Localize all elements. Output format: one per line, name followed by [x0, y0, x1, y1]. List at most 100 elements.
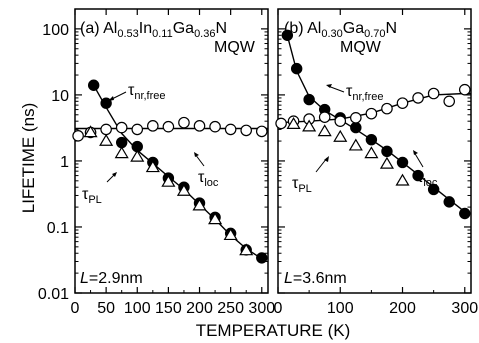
- panel-a-arrowhead-loc: [194, 152, 199, 157]
- panel-a-point-loc: [131, 123, 144, 136]
- panel-a-point-loc: [224, 123, 237, 136]
- panel-b-point-loc: [365, 107, 378, 120]
- panel-a-point-nr-free: [256, 252, 268, 264]
- panel-a-point-pl: [239, 243, 254, 256]
- panel-a-point-pl: [176, 183, 192, 196]
- y-tick-label: 0.1: [47, 220, 69, 237]
- panel-b-x-tick-label: 0: [274, 300, 283, 317]
- panel-b-x-tick-label: 200: [389, 300, 416, 317]
- panel-a-point-nr-free: [115, 136, 128, 149]
- panel-a-x-tick-label: 200: [186, 300, 213, 317]
- panel-a-point-pl: [99, 133, 114, 146]
- panel-a-title: (a) Al0.53In0.11Ga0.36N: [80, 20, 227, 40]
- panel-a-point-pl: [161, 174, 176, 187]
- panel-b-label-nr-free: τnr,free: [346, 83, 384, 103]
- panel-b-point-nr-free: [303, 93, 315, 106]
- panel-a-point-loc: [255, 125, 268, 138]
- panel-b-label-pl: τPL: [292, 175, 312, 195]
- panel-b-x-tick-label: 100: [327, 300, 354, 317]
- panel-b-label-loc: τloc: [417, 169, 438, 189]
- panel-b-point-pl: [286, 117, 301, 130]
- x-axis-title: TEMPERATURE (K): [196, 321, 351, 340]
- panel-b-frame: [277, 8, 472, 294]
- panel-b-point-pl: [395, 173, 410, 186]
- panel-a-x-tick-label: 50: [97, 300, 115, 317]
- panel-b-point-nr-free: [443, 196, 455, 208]
- panel-a-point-loc: [147, 120, 159, 132]
- panel-b-arrowhead-nr-free: [326, 84, 332, 88]
- panel-b-title: (b) Al0.30Ga0.70N: [284, 20, 397, 40]
- panel-a-arrowhead-pl: [112, 172, 117, 177]
- panel-a-point-loc: [72, 130, 84, 142]
- panel-b: 0 100 200 300 (b) Al0.30Ga0.70N MQW τnr,fre…: [274, 8, 478, 317]
- y-tick-label: 1: [60, 154, 69, 171]
- panel-b-arrowhead-loc: [413, 150, 418, 155]
- panel-b-arrow-nr-free: [327, 85, 345, 93]
- panel-a-point-pl: [208, 212, 223, 225]
- panel-b-point-pl: [302, 119, 317, 132]
- panel-a-point-loc: [193, 120, 206, 132]
- panel-a-title-line2: MQW: [214, 39, 256, 56]
- panel-b-x-tick-label: 300: [451, 300, 478, 317]
- panel-a-well-width: L=2.9nm: [80, 270, 143, 287]
- panel-b-point-pl: [379, 156, 395, 169]
- panel-b-point-nr-free: [350, 121, 362, 134]
- panel-b-title-line2: MQW: [340, 39, 382, 56]
- panel-b-point-pl: [317, 124, 332, 137]
- panel-a-x-tick-label: 100: [124, 300, 151, 317]
- panel-b-fit-nr-free: [286, 35, 466, 213]
- y-tick-label: 0.01: [38, 286, 69, 303]
- y-tick-label: 100: [42, 22, 69, 39]
- panel-b-point-loc: [396, 97, 409, 109]
- panel-a-x-tick-label: 250: [217, 300, 244, 317]
- panel-a-point-loc: [162, 120, 175, 133]
- panel-b-point-loc: [350, 112, 362, 124]
- y-tick-label: 10: [51, 88, 69, 105]
- panel-b-point-loc: [334, 115, 347, 127]
- panel-b-point-loc: [318, 111, 331, 123]
- panel-b-point-loc: [443, 95, 456, 108]
- panel-a-label-loc: τloc: [198, 169, 219, 189]
- panel-a-point-loc: [178, 116, 190, 129]
- panel-a-point-pl: [145, 160, 160, 173]
- panel-b-point-nr-free: [396, 156, 409, 169]
- panel-b-arrow-loc: [413, 151, 424, 168]
- panel-a-frame: [74, 8, 269, 294]
- panel-a-point-loc: [240, 124, 253, 137]
- panel-b-point-pl: [348, 138, 363, 151]
- panel-b-point-loc: [412, 92, 424, 104]
- panel-b-arrowhead-pl: [324, 156, 329, 162]
- panel-a-x-tick-label: 150: [155, 300, 182, 317]
- panel-a-point-pl: [114, 146, 129, 159]
- panel-b-point-loc: [275, 117, 287, 130]
- panel-b-point-nr-free: [365, 133, 378, 146]
- panel-b-well-width: L=3.6nm: [284, 270, 347, 287]
- panel-b-point-nr-free: [290, 62, 303, 75]
- panel-a-fit-nr-free: [93, 84, 263, 260]
- panel-b-point-nr-free: [459, 207, 471, 220]
- panel-b-point-nr-free: [412, 169, 424, 182]
- panel-a-point-loc: [209, 120, 221, 133]
- panel-b-point-loc: [381, 102, 393, 115]
- panel-a-point-pl: [192, 198, 207, 211]
- panel-b-point-loc: [427, 87, 440, 100]
- panel-a-point-pl: [130, 149, 145, 162]
- panel-b-point-pl: [364, 146, 379, 159]
- panel-b-point-nr-free: [427, 183, 440, 196]
- panel-a-point-loc: [100, 123, 112, 136]
- y-axis-title: LIFETIME (ns): [19, 103, 38, 214]
- panel-a-point-pl: [223, 228, 238, 241]
- panel-a-x-tick-label: 300: [248, 300, 275, 317]
- panel-b-point-nr-free: [381, 145, 393, 157]
- panel-b-point-pl: [333, 129, 348, 142]
- panel-b-point-nr-free: [281, 29, 294, 41]
- panel-a-point-pl: [83, 125, 98, 138]
- panel-a-point-nr-free: [87, 79, 100, 91]
- panel-a-x-tick-label: 0: [71, 300, 80, 317]
- panel-a-arrowhead-nr-free: [108, 96, 114, 101]
- panel-b-point-loc: [458, 83, 471, 96]
- panel-a-label-pl: τPL: [82, 186, 102, 206]
- panel-a-point-loc: [115, 121, 128, 134]
